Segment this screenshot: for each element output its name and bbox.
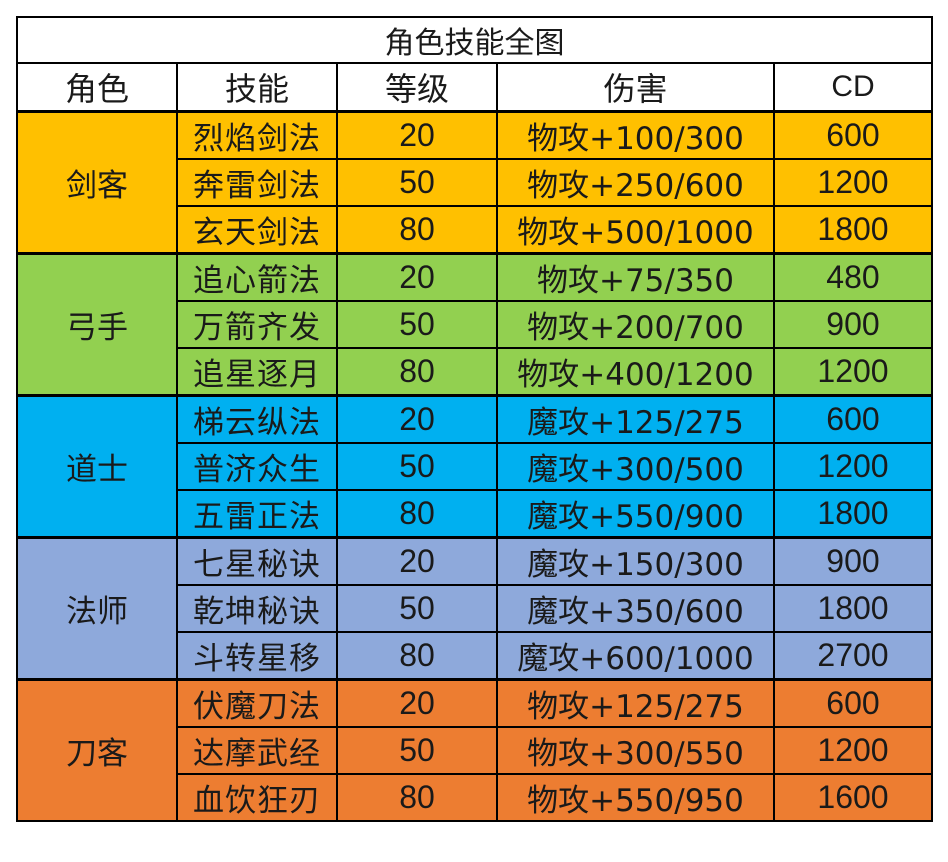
skill-table: 角色技能全图 角色 技能 等级 伤害 CD 剑客 烈焰剑法 20 物攻+100/300… [16, 16, 933, 822]
table-row: 弓手 追心箭法 20 物攻+75/350 480 [16, 252, 933, 397]
level-cell: 50 [336, 726, 498, 775]
cd-cell: 1200 [773, 726, 933, 775]
cd-cell: 2700 [773, 631, 933, 681]
damage-cell: 物攻+200/700 [496, 300, 775, 349]
level-cell: 80 [336, 773, 498, 822]
damage-cell: 物攻+300/550 [496, 726, 775, 775]
table-row: 奔雷剑法 50 物攻+250/600 1200 [17, 158, 933, 207]
table-row: 道士 梯云纵法 20 魔攻+125/275 600 [16, 394, 933, 539]
role-cell: 刀客 [16, 678, 178, 822]
damage-cell: 物攻+400/1200 [496, 347, 775, 397]
header-cd: CD [773, 62, 933, 113]
skill-name-cell: 乾坤秘诀 [176, 584, 338, 633]
cd-cell: 600 [773, 394, 933, 444]
damage-cell: 物攻+125/275 [496, 678, 775, 728]
skill-name-cell: 奔雷剑法 [176, 158, 338, 207]
damage-cell: 魔攻+550/900 [496, 489, 775, 539]
cd-cell: 900 [773, 300, 933, 349]
table-row: 乾坤秘诀 50 魔攻+350/600 1800 [17, 584, 933, 633]
table-body: 剑客 烈焰剑法 20 物攻+100/300 600 奔雷剑法 50 物攻+250/600 120… [16, 110, 933, 822]
skill-name-cell: 达摩武经 [176, 726, 338, 775]
role-cell: 弓手 [16, 252, 178, 397]
table-row: 达摩武经 50 物攻+300/550 1200 [17, 726, 933, 775]
damage-cell: 物攻+75/350 [496, 252, 775, 302]
skill-name-cell: 烈焰剑法 [176, 110, 338, 160]
level-cell: 50 [336, 158, 498, 207]
skill-name-cell: 五雷正法 [176, 489, 338, 539]
cd-cell: 1800 [773, 489, 933, 539]
level-cell: 80 [336, 631, 498, 681]
level-cell: 50 [336, 300, 498, 349]
cd-cell: 480 [773, 252, 933, 302]
level-cell: 20 [336, 110, 498, 160]
damage-cell: 魔攻+600/1000 [496, 631, 775, 681]
header-level: 等级 [336, 62, 498, 113]
damage-cell: 魔攻+150/300 [496, 536, 775, 586]
level-cell: 20 [336, 252, 498, 302]
header-role: 角色 [16, 62, 178, 113]
level-cell: 80 [336, 205, 498, 255]
table-row: 法师 七星秘诀 20 魔攻+150/300 900 [16, 536, 933, 681]
level-cell: 80 [336, 347, 498, 397]
level-cell: 50 [336, 442, 498, 491]
header-row: 角色 技能 等级 伤害 CD [16, 62, 933, 113]
skill-name-cell: 玄天剑法 [176, 205, 338, 255]
cd-cell: 1200 [773, 347, 933, 397]
cd-cell: 1800 [773, 205, 933, 255]
level-cell: 50 [336, 584, 498, 633]
level-cell: 20 [336, 678, 498, 728]
cd-cell: 900 [773, 536, 933, 586]
cd-cell: 600 [773, 678, 933, 728]
cd-cell: 1800 [773, 584, 933, 633]
table-title: 角色技能全图 [16, 16, 933, 64]
table-row: 剑客 烈焰剑法 20 物攻+100/300 600 [16, 110, 933, 255]
cd-cell: 1200 [773, 158, 933, 207]
skill-name-cell: 追心箭法 [176, 252, 338, 302]
skill-table-container: 角色技能全图 角色 技能 等级 伤害 CD 剑客 烈焰剑法 20 物攻+100/300… [16, 16, 933, 822]
level-cell: 20 [336, 536, 498, 586]
skill-name-cell: 追星逐月 [176, 347, 338, 397]
damage-cell: 魔攻+300/500 [496, 442, 775, 491]
damage-cell: 物攻+100/300 [496, 110, 775, 160]
level-cell: 20 [336, 394, 498, 444]
skill-name-cell: 血饮狂刃 [176, 773, 338, 822]
damage-cell: 魔攻+350/600 [496, 584, 775, 633]
cd-cell: 1200 [773, 442, 933, 491]
role-cell: 剑客 [16, 110, 178, 255]
damage-cell: 魔攻+125/275 [496, 394, 775, 444]
skill-name-cell: 普济众生 [176, 442, 338, 491]
skill-name-cell: 梯云纵法 [176, 394, 338, 444]
role-cell: 法师 [16, 536, 178, 681]
table-row: 刀客 伏魔刀法 20 物攻+125/275 600 [16, 678, 933, 822]
damage-cell: 物攻+250/600 [496, 158, 775, 207]
skill-name-cell: 七星秘诀 [176, 536, 338, 586]
cd-cell: 600 [773, 110, 933, 160]
header-skill: 技能 [176, 62, 338, 113]
level-cell: 80 [336, 489, 498, 539]
damage-cell: 物攻+500/1000 [496, 205, 775, 255]
cd-cell: 1600 [773, 773, 933, 822]
role-cell: 道士 [16, 394, 178, 539]
header-damage: 伤害 [496, 62, 775, 113]
skill-name-cell: 伏魔刀法 [176, 678, 338, 728]
damage-cell: 物攻+550/950 [496, 773, 775, 822]
skill-name-cell: 万箭齐发 [176, 300, 338, 349]
skill-name-cell: 斗转星移 [176, 631, 338, 681]
